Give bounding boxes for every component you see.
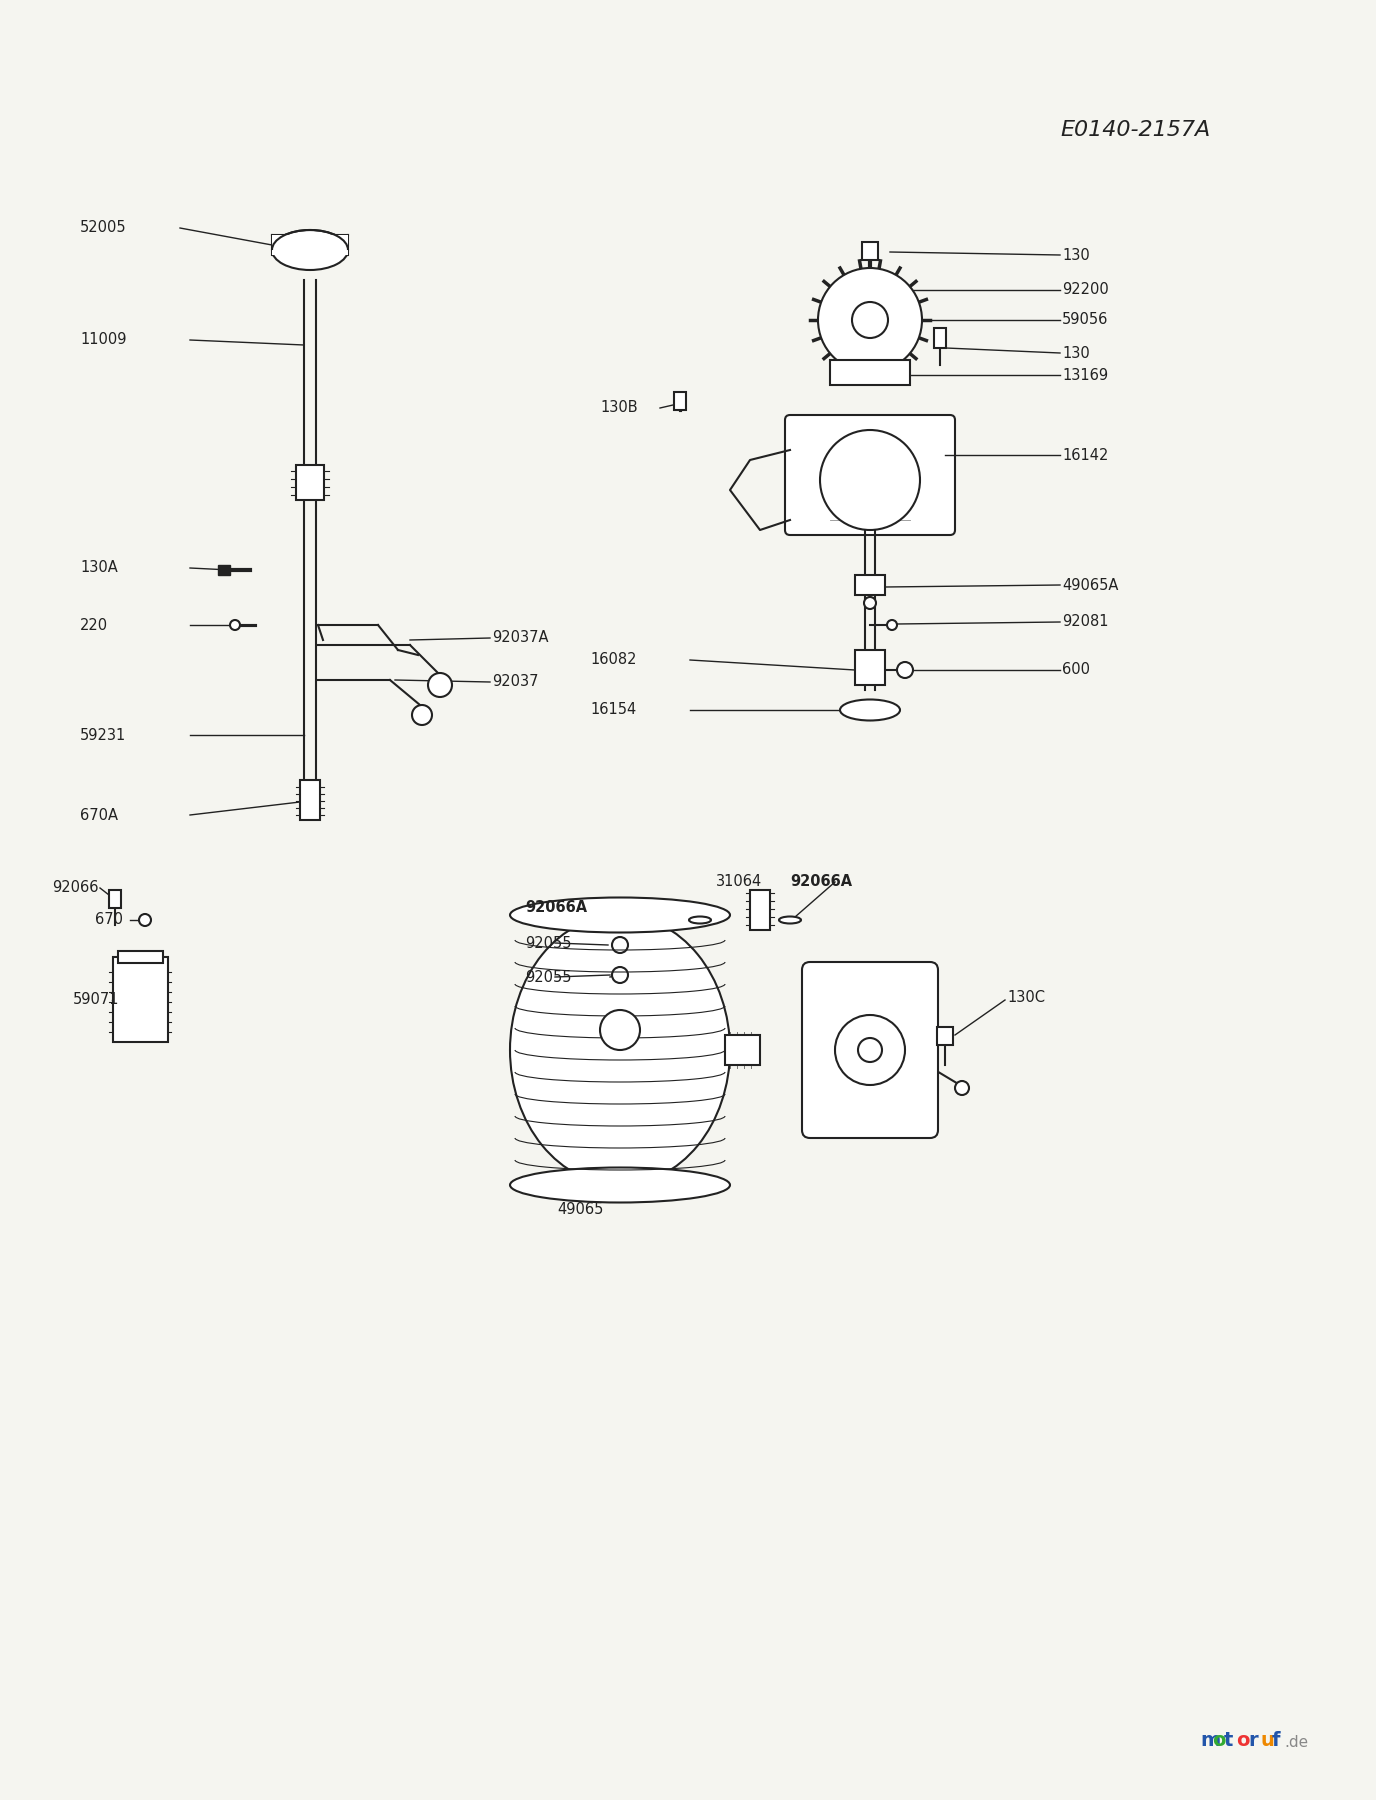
Text: 11009: 11009 [80, 333, 127, 347]
Ellipse shape [510, 1168, 731, 1202]
Circle shape [897, 662, 914, 679]
Text: 49065A: 49065A [1062, 578, 1119, 592]
Bar [854, 650, 885, 686]
Bar [854, 574, 885, 596]
Circle shape [139, 914, 151, 925]
Bar [937, 1028, 954, 1046]
Bar [934, 328, 947, 347]
Bar [830, 360, 910, 385]
Text: 130: 130 [1062, 346, 1090, 360]
Ellipse shape [689, 916, 711, 923]
Text: o: o [1236, 1732, 1249, 1750]
Bar [725, 1035, 760, 1066]
Text: .de: .de [1284, 1735, 1309, 1750]
Text: 92200: 92200 [1062, 283, 1109, 297]
Text: E0140-2157A: E0140-2157A [1060, 121, 1211, 140]
Text: 92055: 92055 [526, 936, 571, 950]
Ellipse shape [779, 916, 801, 923]
Text: 31064: 31064 [716, 875, 762, 889]
Circle shape [955, 1082, 969, 1094]
Circle shape [428, 673, 451, 697]
Circle shape [888, 619, 897, 630]
Circle shape [859, 1039, 882, 1062]
Text: 92055: 92055 [526, 970, 571, 985]
Bar [296, 464, 323, 500]
Text: 92081: 92081 [1062, 614, 1109, 630]
Text: 16082: 16082 [590, 653, 637, 668]
FancyBboxPatch shape [802, 961, 938, 1138]
Text: 670: 670 [95, 913, 122, 927]
Circle shape [230, 619, 239, 630]
Bar [109, 889, 121, 907]
Bar [113, 958, 168, 1042]
FancyBboxPatch shape [784, 416, 955, 535]
Circle shape [612, 938, 627, 952]
Text: 13169: 13169 [1062, 367, 1108, 383]
Text: o: o [1212, 1732, 1226, 1750]
Text: 600: 600 [1062, 662, 1090, 677]
Circle shape [600, 1010, 640, 1049]
Circle shape [411, 706, 432, 725]
Text: m: m [1200, 1732, 1221, 1750]
Bar [861, 241, 878, 259]
Text: 92037: 92037 [493, 675, 538, 689]
Circle shape [852, 302, 888, 338]
Ellipse shape [839, 700, 900, 720]
Text: 130A: 130A [80, 560, 118, 576]
Text: 92066A: 92066A [790, 875, 852, 889]
Text: 130C: 130C [1007, 990, 1044, 1006]
Bar [217, 565, 230, 574]
Text: 92037A: 92037A [493, 630, 549, 646]
Bar [118, 950, 162, 963]
Text: 130B: 130B [600, 401, 637, 416]
Bar [272, 236, 348, 256]
Text: f: f [1271, 1732, 1281, 1750]
Bar [674, 392, 687, 410]
Circle shape [817, 268, 922, 373]
Bar [750, 889, 771, 931]
Text: 16142: 16142 [1062, 448, 1109, 463]
Text: 16154: 16154 [590, 702, 636, 718]
Circle shape [864, 598, 877, 608]
Text: t: t [1225, 1732, 1233, 1750]
Text: 59071: 59071 [73, 992, 120, 1008]
Ellipse shape [857, 286, 883, 293]
Ellipse shape [510, 914, 731, 1184]
Circle shape [835, 1015, 905, 1085]
Text: r: r [1248, 1732, 1258, 1750]
Text: 52005: 52005 [80, 221, 127, 236]
Circle shape [612, 967, 627, 983]
Circle shape [820, 430, 921, 529]
Ellipse shape [272, 230, 348, 270]
Text: 92066: 92066 [52, 880, 99, 896]
Text: 670A: 670A [80, 808, 118, 823]
Text: u: u [1260, 1732, 1274, 1750]
Text: 92066A: 92066A [526, 900, 588, 916]
Text: 59231: 59231 [80, 727, 127, 742]
Bar [300, 779, 321, 821]
Ellipse shape [510, 898, 731, 932]
Text: 49065: 49065 [557, 1202, 603, 1217]
Text: 130: 130 [1062, 247, 1090, 263]
Text: 59056: 59056 [1062, 313, 1109, 328]
Text: 220: 220 [80, 617, 109, 632]
